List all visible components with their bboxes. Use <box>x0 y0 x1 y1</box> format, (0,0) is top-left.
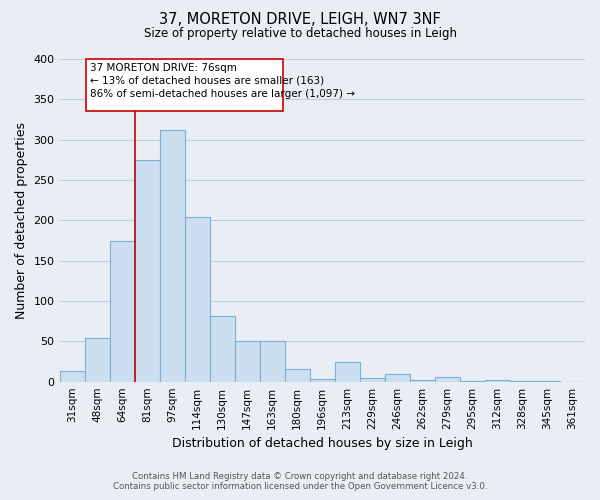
Bar <box>160 130 185 382</box>
Bar <box>59 371 85 382</box>
Bar <box>85 338 110 382</box>
Bar <box>209 316 235 382</box>
Text: 37, MORETON DRIVE, LEIGH, WN7 3NF: 37, MORETON DRIVE, LEIGH, WN7 3NF <box>159 12 441 28</box>
X-axis label: Distribution of detached houses by size in Leigh: Distribution of detached houses by size … <box>172 437 473 450</box>
Text: Contains HM Land Registry data © Crown copyright and database right 2024.
Contai: Contains HM Land Registry data © Crown c… <box>113 472 487 491</box>
Bar <box>235 340 260 382</box>
Bar <box>510 381 535 382</box>
Bar <box>535 381 560 382</box>
Bar <box>410 380 435 382</box>
Bar <box>110 240 134 382</box>
Bar <box>460 381 485 382</box>
Bar <box>485 380 510 382</box>
Text: ← 13% of detached houses are smaller (163): ← 13% of detached houses are smaller (16… <box>89 75 323 85</box>
Text: 37 MORETON DRIVE: 76sqm: 37 MORETON DRIVE: 76sqm <box>89 63 236 73</box>
Bar <box>435 377 460 382</box>
Text: 86% of semi-detached houses are larger (1,097) →: 86% of semi-detached houses are larger (… <box>89 89 355 99</box>
Bar <box>360 378 385 382</box>
Bar <box>185 217 209 382</box>
Bar <box>260 340 285 382</box>
Bar <box>285 369 310 382</box>
Bar <box>134 160 160 382</box>
Bar <box>385 374 410 382</box>
Bar <box>335 362 360 382</box>
Y-axis label: Number of detached properties: Number of detached properties <box>15 122 28 319</box>
Text: Size of property relative to detached houses in Leigh: Size of property relative to detached ho… <box>143 28 457 40</box>
Bar <box>310 380 335 382</box>
FancyBboxPatch shape <box>86 59 283 112</box>
